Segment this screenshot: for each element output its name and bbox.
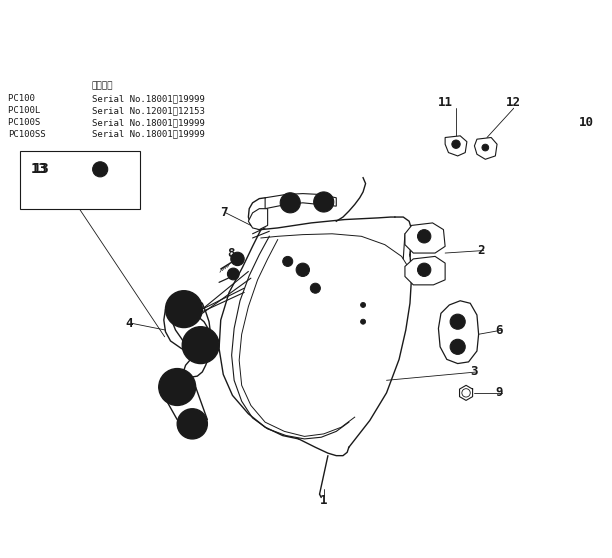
Circle shape	[228, 268, 239, 280]
Circle shape	[452, 140, 460, 148]
Polygon shape	[405, 256, 445, 285]
Circle shape	[310, 283, 320, 294]
Polygon shape	[405, 223, 445, 253]
Circle shape	[283, 256, 293, 266]
Text: 適用号機: 適用号機	[92, 81, 113, 90]
Circle shape	[360, 302, 365, 307]
Text: 13: 13	[33, 162, 50, 176]
Bar	[20, 151, 140, 209]
Text: Serial No.18001～19999: Serial No.18001～19999	[92, 94, 204, 103]
Text: 9: 9	[495, 386, 503, 400]
Polygon shape	[474, 137, 497, 159]
Circle shape	[189, 334, 212, 357]
Circle shape	[231, 252, 244, 266]
Polygon shape	[248, 209, 267, 229]
Text: Serial No.12001～12153: Serial No.12001～12153	[92, 106, 204, 115]
Text: 1: 1	[320, 493, 327, 507]
Text: 2: 2	[477, 244, 485, 257]
Text: PC100S: PC100S	[8, 118, 46, 127]
Circle shape	[450, 314, 465, 329]
Circle shape	[172, 297, 196, 321]
Circle shape	[529, 149, 542, 162]
Text: Serial No.18001～19999: Serial No.18001～19999	[92, 129, 204, 138]
Circle shape	[450, 339, 465, 354]
Circle shape	[165, 291, 203, 328]
Polygon shape	[550, 154, 600, 213]
Polygon shape	[265, 194, 336, 209]
Circle shape	[92, 162, 108, 177]
Circle shape	[417, 263, 431, 276]
Text: 4: 4	[125, 317, 133, 330]
Text: 7: 7	[220, 206, 228, 219]
Circle shape	[417, 229, 431, 243]
Text: 8: 8	[228, 247, 235, 259]
Text: 13: 13	[31, 162, 48, 176]
Text: 12: 12	[506, 96, 521, 109]
Circle shape	[159, 369, 196, 406]
Circle shape	[182, 327, 219, 364]
Circle shape	[482, 144, 488, 151]
Circle shape	[314, 192, 334, 212]
Circle shape	[165, 376, 189, 399]
Circle shape	[177, 409, 207, 439]
Polygon shape	[445, 136, 467, 156]
Polygon shape	[517, 136, 554, 175]
Circle shape	[567, 175, 583, 192]
Circle shape	[296, 263, 310, 276]
Circle shape	[360, 319, 365, 324]
Circle shape	[280, 193, 300, 213]
Text: Serial No.18001～19999: Serial No.18001～19999	[92, 118, 204, 127]
Text: 3: 3	[470, 365, 478, 378]
Text: PC100: PC100	[8, 94, 46, 103]
Text: PC100SS: PC100SS	[8, 129, 46, 138]
Circle shape	[184, 416, 201, 432]
Text: 6: 6	[495, 324, 503, 336]
Text: 11: 11	[438, 96, 453, 109]
Polygon shape	[438, 301, 479, 364]
Text: PC100L: PC100L	[8, 106, 46, 115]
Text: 10: 10	[579, 116, 594, 129]
